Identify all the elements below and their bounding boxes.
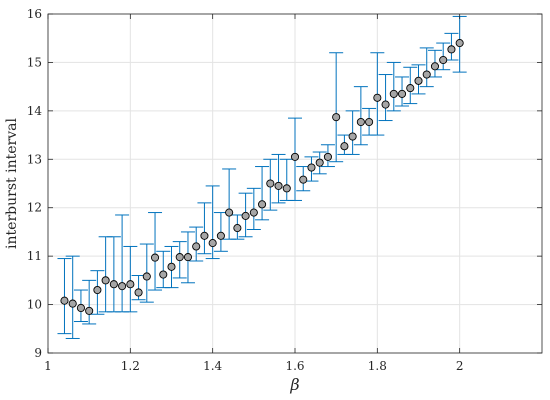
data-point	[241, 211, 250, 220]
error-bar	[279, 158, 294, 201]
x-tick-label: 1	[44, 359, 52, 373]
data-point	[258, 200, 267, 209]
error-bar	[197, 202, 212, 255]
error-bars	[57, 15, 467, 339]
data-markers	[60, 39, 464, 315]
data-point	[422, 70, 431, 79]
error-bar	[255, 166, 270, 221]
data-point	[332, 113, 341, 122]
x-tick-label: 2	[456, 359, 464, 373]
data-point	[109, 280, 118, 289]
error-bar	[57, 258, 72, 335]
data-point	[192, 242, 201, 251]
error-bar	[378, 74, 393, 122]
data-point	[159, 270, 168, 279]
data-point	[167, 262, 176, 271]
data-point	[290, 152, 300, 161]
y-tick-label: 16	[27, 7, 42, 21]
data-point	[389, 89, 398, 98]
data-point	[126, 280, 135, 289]
y-tick-label: 9	[34, 346, 42, 360]
data-point	[225, 208, 234, 217]
data-point	[447, 45, 456, 54]
y-tick-label: 14	[27, 104, 43, 118]
error-bar	[123, 245, 138, 313]
data-point	[134, 288, 143, 297]
data-point	[266, 179, 275, 188]
y-tick-labels: 9 10 11 12 13 14 15 16	[27, 7, 43, 360]
data-point	[68, 299, 77, 308]
data-point	[142, 272, 151, 281]
data-point	[323, 152, 332, 161]
y-tick-label: 13	[27, 152, 42, 166]
data-point	[439, 55, 448, 65]
error-bar	[98, 236, 113, 313]
data-point	[397, 89, 407, 98]
data-point	[348, 132, 357, 141]
x-axis-label: β	[289, 375, 299, 394]
error-bar	[82, 279, 97, 325]
error-bar	[115, 214, 130, 313]
data-point	[340, 142, 349, 151]
data-point	[216, 231, 225, 240]
data-point	[373, 93, 382, 102]
y-tick-label: 15	[27, 55, 42, 69]
data-point	[365, 117, 374, 127]
data-point	[118, 282, 127, 291]
data-point	[282, 184, 291, 193]
y-tick-label: 10	[27, 298, 42, 312]
data-point	[356, 117, 365, 127]
data-point	[455, 39, 464, 48]
y-tick-label: 11	[27, 249, 42, 263]
data-point	[315, 158, 324, 167]
data-point	[381, 100, 390, 109]
y-axis-label: interburst interval	[4, 118, 20, 249]
data-point	[274, 181, 283, 190]
x-tick-label: 1.6	[285, 359, 304, 373]
data-point	[299, 175, 308, 184]
axis-ticks	[47, 13, 542, 354]
data-point	[175, 253, 184, 262]
data-point	[414, 76, 423, 85]
error-bar	[205, 185, 220, 260]
error-bar	[65, 255, 80, 339]
data-point	[183, 253, 193, 262]
x-tick-label: 1.8	[368, 359, 387, 373]
y-tick-label: 12	[27, 201, 42, 215]
data-point	[60, 296, 69, 305]
x-tick-labels: 1 1.2 1.4 1.6 1.8 2	[44, 359, 463, 373]
data-point	[200, 231, 209, 240]
error-bar	[106, 236, 121, 313]
error-bar	[271, 153, 286, 204]
data-point	[430, 62, 440, 71]
x-tick-label: 1.2	[121, 359, 140, 373]
error-bar	[353, 86, 368, 146]
data-point	[208, 239, 217, 248]
error-bar	[329, 52, 344, 163]
data-point	[93, 285, 102, 295]
error-bar	[148, 212, 163, 291]
data-point	[150, 253, 160, 262]
x-tick-label: 1.4	[203, 359, 222, 373]
data-point	[76, 303, 85, 313]
error-bar	[419, 47, 434, 88]
data-point	[233, 224, 242, 233]
data-point	[85, 306, 94, 315]
data-point	[101, 276, 110, 285]
error-bar	[386, 61, 401, 112]
data-point	[406, 84, 415, 93]
data-point	[249, 208, 258, 217]
data-point	[307, 163, 316, 172]
